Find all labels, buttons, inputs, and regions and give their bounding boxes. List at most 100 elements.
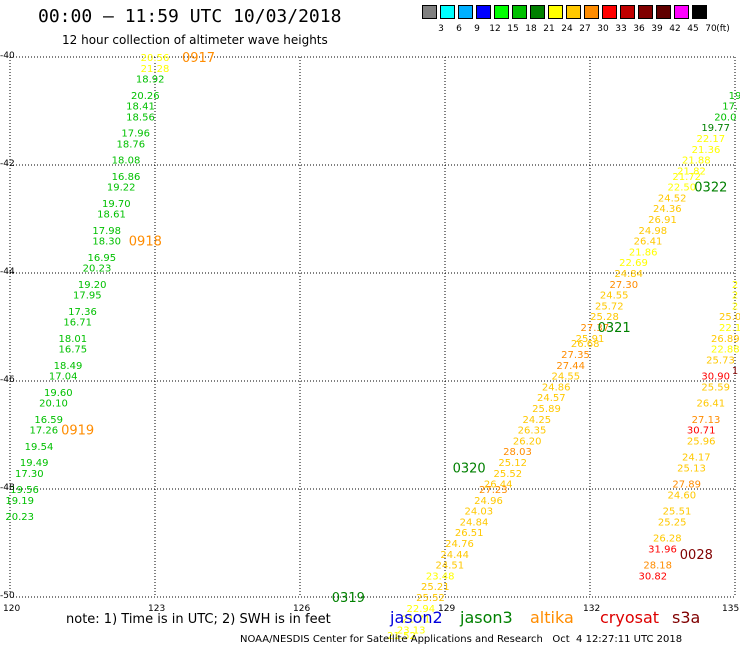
pass-time-label: 0322 (694, 181, 727, 196)
wave-height-value: 27.13 (692, 415, 721, 426)
wave-height-value: 25.52 (416, 593, 445, 604)
pass-time-label: 0321 (598, 321, 631, 336)
colorbar-label: 39 (651, 24, 663, 34)
colorbar-unit: (ft) (716, 24, 730, 34)
colorbar-swatch (584, 5, 599, 19)
colorbar-label: 24 (561, 24, 573, 34)
wave-height-value: 24.44 (440, 550, 469, 561)
colorbar-swatch (674, 5, 689, 19)
wave-height-value: 17.04 (49, 372, 78, 383)
colorbar-label: 21 (543, 24, 555, 34)
colorbar-swatch (548, 5, 563, 19)
satellite-name: cryosat (600, 608, 660, 627)
wave-height-value: 21.82 (677, 166, 706, 177)
wave-height-value: 18.56 (126, 112, 155, 123)
colorbar-label: 6 (456, 24, 462, 34)
wave-height-value: 2 (732, 280, 738, 291)
wave-height-value: 20.26 (131, 91, 160, 102)
wave-height-value: 24.60 (668, 490, 697, 501)
track-edge: 1 (732, 366, 738, 377)
colorbar-swatch (458, 5, 473, 19)
wave-height-value: 21.88 (682, 156, 711, 167)
wave-height-value: 19.60 (44, 388, 73, 399)
wave-height-value: 17.36 (68, 307, 97, 318)
wave-height-value: 22.88 (711, 345, 740, 356)
wave-height-value: 20.23 (83, 264, 112, 275)
pass-time-label: 0919 (61, 424, 94, 439)
colorbar-swatch (620, 5, 635, 19)
longitude-label: 132 (583, 604, 601, 614)
wave-height-value: 27.37 (581, 323, 610, 334)
colorbar-label: 3 (438, 24, 444, 34)
wave-height-value: 25.89 (532, 404, 561, 415)
wave-height-value: 18.92 (136, 75, 165, 86)
wave-height-value: 23.13 (397, 625, 426, 636)
wave-height-value: 16.71 (63, 318, 92, 329)
wave-height-value: 28.18 (643, 561, 672, 572)
wave-height-value: 27.23 (479, 485, 508, 496)
wave-height-value: 24.52 (658, 193, 687, 204)
satellite-name: jason3 (460, 608, 513, 627)
wave-height-value: 24.55 (600, 291, 629, 302)
wave-height-value: 25.73 (706, 355, 735, 366)
wave-height-value: 24.98 (639, 226, 668, 237)
wave-height-value: 26.51 (455, 528, 484, 539)
wave-height-value: 26.89 (711, 334, 740, 345)
wave-height-value: 25.91 (576, 334, 605, 345)
wave-height-value: 21.86 (629, 247, 658, 258)
pass-time-label: 0917 (182, 51, 215, 66)
latitude-label: -40 (0, 51, 15, 61)
wave-height-value: 19.56 (10, 485, 39, 496)
wave-height-value: 24.84 (460, 517, 489, 528)
wave-height-value: 26.41 (697, 399, 726, 410)
colorbar-swatch (512, 5, 527, 19)
wave-height-value: 25.28 (590, 312, 619, 323)
wave-height-value: 18.61 (97, 210, 126, 221)
wave-height-value: 24.51 (436, 561, 465, 572)
colorbar-swatch (602, 5, 617, 19)
map-title: 00:00 – 11:59 UTC 10/03/2018 (38, 6, 342, 27)
wave-height-value: 24.03 (465, 507, 494, 518)
colorbar-swatch (638, 5, 653, 19)
wave-height-value: 25.12 (498, 458, 527, 469)
wave-height-value: 25.21 (421, 582, 450, 593)
colorbar-label: 36 (633, 24, 645, 34)
wave-height-value: 19.49 (20, 458, 49, 469)
wave-height-value: 19.20 (78, 280, 107, 291)
wave-height-value: 1 (732, 366, 738, 377)
wave-height-value: 19.70 (102, 199, 131, 210)
longitude-label: 120 (3, 604, 21, 614)
wave-height-value: 16.59 (34, 415, 63, 426)
wave-height-value: 24.57 (537, 393, 566, 404)
wave-height-value: 2 (732, 291, 738, 302)
wave-height-value: 22.69 (619, 258, 648, 269)
wave-height-value: 26.28 (653, 534, 682, 545)
wave-height-value: 21.28 (141, 64, 170, 75)
wave-height-value: 16.95 (88, 253, 117, 264)
wave-height-value: 27.44 (556, 361, 585, 372)
wave-height-value: 25.96 (687, 436, 716, 447)
wave-height-value: 25.72 (595, 301, 624, 312)
wave-height-value: 30.90 (701, 372, 730, 383)
wave-height-value: 19.22 (107, 183, 136, 194)
wave-height-value: 24.86 (542, 382, 571, 393)
wave-height-value: 25.52 (494, 469, 523, 480)
colorbar-swatch (494, 5, 509, 19)
wave-height-value: 27.35 (561, 350, 590, 361)
wave-height-value: 31.96 (648, 544, 677, 555)
wave-height-value: 16.86 (112, 172, 141, 183)
wave-height-value: 19.77 (701, 123, 730, 134)
wave-height-value: 24.17 (682, 453, 711, 464)
track-middle: 1917.20.019.7722.1721.3621.8821.8221.722… (387, 91, 740, 642)
wave-height-value: 30.71 (687, 426, 716, 437)
wave-height-value: 26.35 (518, 426, 547, 437)
latitude-label: -48 (0, 483, 15, 493)
colorbar-label: 27 (579, 24, 591, 34)
track-east: 22225.022.126.8922.8825.7330.9025.5926.4… (639, 280, 740, 583)
pass-time-label: 0918 (129, 235, 162, 250)
wave-height-value: 21.52 (387, 631, 416, 642)
units-note: note: 1) Time is in UTC; 2) SWH is in fe… (66, 612, 331, 627)
colorbar-label: 15 (507, 24, 519, 34)
wave-height-value: 17.30 (15, 469, 44, 480)
wave-height-value: 21.36 (692, 145, 721, 156)
